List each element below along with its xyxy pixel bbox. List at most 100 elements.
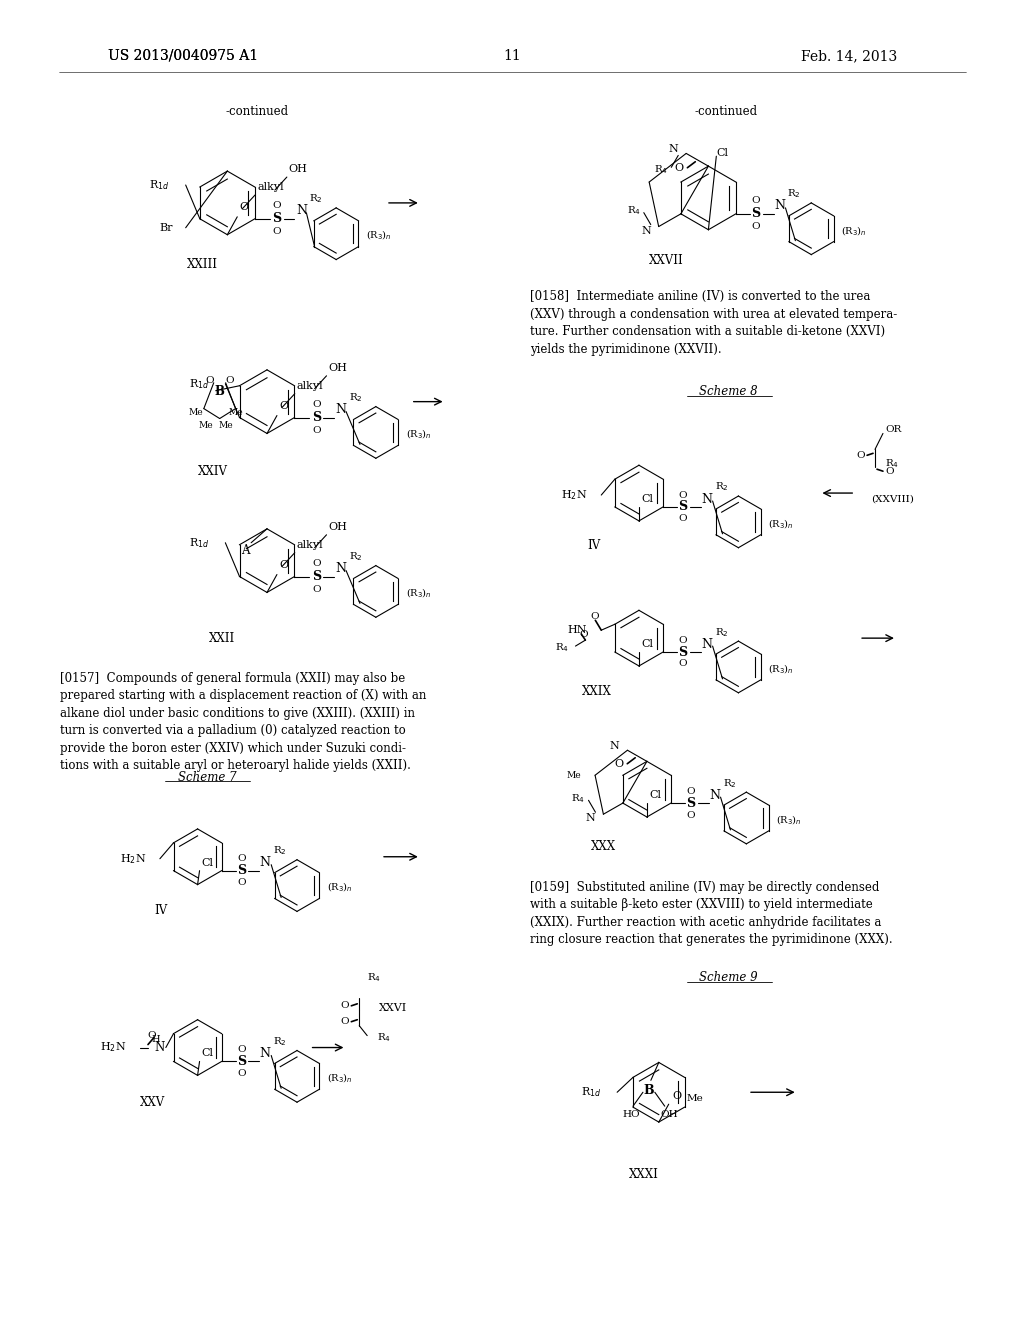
Text: (R$_3$)$_n$: (R$_3$)$_n$ — [841, 224, 866, 238]
Text: OH: OH — [659, 1110, 678, 1118]
Text: A: A — [241, 544, 250, 557]
Text: (R$_3$)$_n$: (R$_3$)$_n$ — [366, 228, 391, 243]
Text: O: O — [590, 611, 599, 620]
Text: HN: HN — [568, 626, 588, 635]
Text: Me: Me — [218, 421, 232, 430]
Text: O: O — [279, 560, 288, 570]
Text: S: S — [686, 796, 695, 809]
Text: O: O — [752, 222, 760, 231]
Text: O: O — [272, 227, 281, 236]
Text: (R$_3$)$_n$: (R$_3$)$_n$ — [406, 428, 431, 441]
Text: R$_{1d}$: R$_{1d}$ — [189, 536, 210, 549]
Text: [0157]  Compounds of general formula (XXII) may also be
prepared starting with a: [0157] Compounds of general formula (XXI… — [59, 672, 426, 772]
Text: O: O — [312, 585, 321, 594]
Text: Cl: Cl — [717, 148, 728, 158]
Text: IV: IV — [588, 540, 601, 552]
Text: (R$_3$)$_n$: (R$_3$)$_n$ — [776, 813, 802, 826]
Text: R$_2$: R$_2$ — [349, 550, 362, 564]
Text: Cl: Cl — [641, 494, 653, 504]
Text: Scheme 8: Scheme 8 — [699, 385, 758, 399]
Text: Me: Me — [566, 771, 582, 780]
Text: O: O — [679, 491, 687, 499]
Text: Br: Br — [160, 223, 173, 232]
Text: XXXI: XXXI — [629, 1168, 658, 1181]
Text: N: N — [260, 1047, 270, 1060]
Text: XXIX: XXIX — [583, 685, 612, 698]
Text: S: S — [237, 1055, 246, 1068]
Text: R$_2$: R$_2$ — [349, 391, 362, 404]
Text: Me: Me — [228, 408, 243, 417]
Text: O: O — [674, 162, 683, 173]
Text: N: N — [641, 226, 650, 235]
Text: Feb. 14, 2013: Feb. 14, 2013 — [801, 49, 897, 63]
Text: O: O — [341, 1002, 349, 1010]
Text: S: S — [311, 570, 321, 583]
Text: OR: OR — [885, 425, 901, 434]
Text: H$_2$N: H$_2$N — [561, 488, 588, 502]
Text: (R$_3$)$_n$: (R$_3$)$_n$ — [327, 1072, 352, 1085]
Text: alkyl: alkyl — [297, 380, 324, 391]
Text: O: O — [679, 515, 687, 524]
Text: O: O — [752, 197, 760, 206]
Text: (XXVIII): (XXVIII) — [871, 495, 914, 503]
Text: XXX: XXX — [591, 841, 615, 853]
Text: N: N — [669, 144, 678, 154]
Text: IV: IV — [155, 904, 168, 917]
Text: H$_2$N: H$_2$N — [100, 1040, 126, 1055]
Text: (R$_3$)$_n$: (R$_3$)$_n$ — [768, 517, 794, 531]
Text: XXV: XXV — [140, 1096, 166, 1109]
Text: Cl: Cl — [649, 791, 660, 800]
Text: Cl: Cl — [202, 858, 214, 867]
Text: OH: OH — [289, 164, 307, 174]
Text: O: O — [238, 1069, 246, 1078]
Text: Me: Me — [199, 421, 213, 430]
Text: O: O — [673, 1092, 682, 1101]
Text: US 2013/0040975 A1: US 2013/0040975 A1 — [109, 49, 258, 63]
Text: alkyl: alkyl — [257, 182, 284, 191]
Text: N: N — [701, 638, 712, 651]
Text: O: O — [238, 878, 246, 887]
Text: N: N — [774, 199, 785, 213]
Text: R$_4$: R$_4$ — [627, 205, 641, 216]
Text: O: O — [225, 376, 233, 385]
Text: XXIV: XXIV — [198, 465, 227, 478]
Text: OH: OH — [329, 521, 347, 532]
Text: R$_4$: R$_4$ — [368, 972, 381, 985]
Text: XXVII: XXVII — [649, 253, 684, 267]
Text: 11: 11 — [503, 49, 521, 63]
Text: O: O — [679, 660, 687, 668]
Text: [0159]  Substituted aniline (IV) may be directly condensed
with a suitable β-ket: [0159] Substituted aniline (IV) may be d… — [529, 880, 893, 946]
Text: B: B — [643, 1084, 654, 1097]
Text: O: O — [856, 451, 865, 459]
Text: R$_2$: R$_2$ — [715, 480, 728, 494]
Text: S: S — [237, 865, 246, 878]
Text: HO: HO — [623, 1110, 640, 1118]
Text: B: B — [215, 385, 224, 399]
Text: O: O — [686, 810, 695, 820]
Text: O: O — [312, 400, 321, 409]
Text: R$_4$: R$_4$ — [654, 162, 669, 176]
Text: O: O — [686, 787, 695, 796]
Text: alkyl: alkyl — [297, 540, 324, 549]
Text: US 2013/0040975 A1: US 2013/0040975 A1 — [109, 49, 258, 63]
Text: Me: Me — [686, 1094, 703, 1102]
Text: Cl: Cl — [202, 1048, 214, 1059]
Text: O: O — [279, 400, 288, 411]
Text: H: H — [152, 1035, 160, 1044]
Text: N: N — [336, 403, 346, 416]
Text: N: N — [709, 788, 720, 801]
Text: S: S — [311, 411, 321, 424]
Text: N: N — [336, 562, 346, 576]
Text: N: N — [155, 1041, 165, 1055]
Text: -continued: -continued — [694, 106, 758, 117]
Text: O: O — [341, 1018, 349, 1026]
Text: (R$_3$)$_n$: (R$_3$)$_n$ — [327, 880, 352, 895]
Text: S: S — [752, 207, 760, 220]
Text: Scheme 9: Scheme 9 — [699, 972, 758, 985]
Text: R$_4$: R$_4$ — [571, 792, 586, 805]
Text: O: O — [885, 467, 894, 475]
Text: (R$_3$)$_n$: (R$_3$)$_n$ — [406, 586, 431, 601]
Text: R$_{1d}$: R$_{1d}$ — [150, 178, 170, 191]
Text: R$_2$: R$_2$ — [309, 193, 324, 206]
Text: Cl: Cl — [641, 639, 653, 649]
